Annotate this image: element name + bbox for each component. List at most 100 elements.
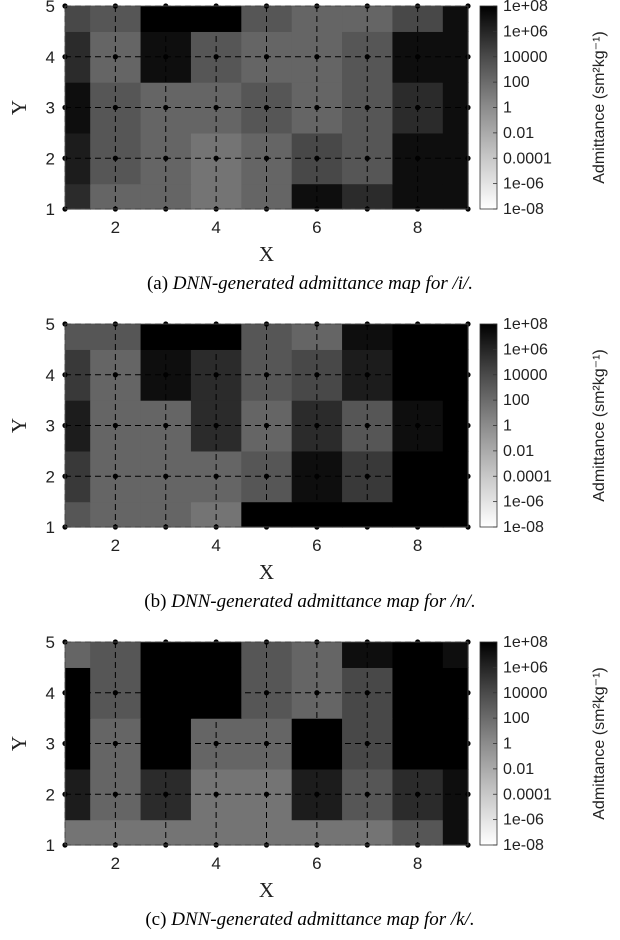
colorbar-tick-label: 10000	[503, 685, 548, 702]
heatmap-cell	[65, 183, 91, 210]
y-ticks: 1 2 3 4 5	[46, 633, 55, 855]
grid-point	[263, 372, 270, 378]
grid-point	[213, 690, 219, 696]
x-axis-label: X	[259, 242, 274, 266]
grid-point	[263, 104, 270, 111]
grid-point	[263, 690, 270, 696]
grid-point	[364, 740, 370, 747]
colorbar-tick-label: 1	[503, 100, 512, 117]
panel-a: 2 4 6 8 1 2 3 4 5 X Y 1e+08 1e+06 10000 100 1 0.01 0.…	[7, 0, 608, 294]
y-tick-label: 3	[46, 735, 55, 754]
heatmap-cell	[65, 6, 91, 32]
grid-point	[415, 155, 421, 161]
colorbar-tick-label: 1e+08	[503, 0, 548, 15]
y-ticks: 1 2 3 4 5	[46, 0, 55, 219]
grid-point	[213, 372, 219, 378]
heatmap-cell	[65, 501, 91, 528]
grid-point	[163, 791, 169, 797]
colorbar-tick-label: 1	[503, 418, 512, 435]
heatmap-plot	[62, 321, 471, 530]
y-tick-label: 4	[46, 366, 55, 385]
colorbar-tick-label: 1e-08	[503, 837, 544, 854]
grid-point	[263, 54, 270, 60]
y-tick-label: 1	[46, 200, 55, 219]
heatmap-cell	[65, 324, 91, 350]
y-tick-label: 1	[46, 836, 55, 855]
x-tick-label: 2	[111, 218, 120, 237]
grid-point	[415, 104, 421, 111]
grid-point	[213, 54, 219, 60]
grid-point	[364, 104, 370, 111]
caption-text: DNN-generated admittance map for /n/.	[170, 591, 476, 612]
colorbar-ticks: 1e+08 1e+06 10000 100 1 0.01 0.0001 1e-06 1e-08	[493, 0, 552, 218]
grid-point	[314, 104, 320, 111]
colorbar-tick-label: 1e-08	[503, 201, 544, 218]
colorbar-tick-label: 0.0001	[503, 468, 552, 485]
grid-point	[263, 473, 270, 479]
colorbar-tick-label: 10000	[503, 367, 548, 384]
colorbar-title: Admittance (sm²kg⁻¹)	[591, 349, 608, 501]
colorbar-tick-label: 1e-06	[503, 494, 544, 511]
colorbar-tick-label: 1e+08	[503, 634, 548, 651]
grid-point	[364, 372, 370, 378]
y-tick-label: 2	[46, 149, 55, 168]
x-axis-label: X	[259, 878, 274, 902]
y-tick-label: 2	[46, 467, 55, 486]
plot-frame	[64, 5, 469, 210]
y-axis-label: Y	[7, 100, 31, 115]
x-ticks: 2 4 6 8	[111, 218, 423, 237]
grid-point	[415, 372, 421, 378]
caption: (b) DNN-generated admittance map for /n/…	[144, 591, 475, 612]
caption-text: DNN-generated admittance map for /i/.	[172, 273, 473, 294]
x-ticks: 2 4 6 8	[111, 854, 423, 873]
y-axis-label: Y	[7, 736, 31, 751]
y-tick-label: 1	[46, 518, 55, 537]
grid-point	[163, 690, 169, 696]
colorbar-ticks: 1e+08 1e+06 10000 100 1 0.01 0.0001 1e-06 1e-08	[493, 634, 552, 854]
heatmap-cell	[65, 642, 91, 668]
grid-point	[163, 473, 169, 479]
grid-point	[112, 104, 118, 111]
colorbar: 1e+081e+061000010010.010.00011e-061e-08 …	[479, 634, 608, 854]
grid-point	[364, 791, 370, 797]
grid-point	[314, 155, 320, 161]
grid-point	[213, 422, 219, 429]
panel-c: 2 4 6 8 1 2 3 4 5 X Y 1e+08 1e+06 10000 100 1 0.01 0.…	[7, 633, 608, 930]
heatmap-cell	[442, 324, 469, 350]
caption-prefix: (a)	[147, 273, 173, 294]
colorbar-tick-label: 1e+06	[503, 341, 548, 358]
x-tick-label: 4	[211, 536, 220, 555]
x-tick-label: 8	[413, 218, 422, 237]
grid-point	[163, 372, 169, 378]
x-tick-label: 2	[111, 854, 120, 873]
colorbar-title: Admittance (sm²kg⁻¹)	[591, 667, 608, 819]
grid-point	[263, 791, 270, 797]
grid-point	[163, 155, 169, 161]
x-axis-label: X	[259, 560, 274, 584]
grid-point	[213, 740, 219, 747]
grid-points	[62, 3, 471, 212]
grid-point	[415, 690, 421, 696]
x-tick-label: 6	[312, 536, 321, 555]
colorbar-tick-label: 1	[503, 736, 512, 753]
colorbar-title: Admittance (sm²kg⁻¹)	[591, 31, 608, 183]
grid-point	[263, 155, 270, 161]
colorbar-tick-label: 0.01	[503, 761, 534, 778]
grid-point	[415, 54, 421, 60]
heatmap-plot	[62, 639, 471, 848]
grid-point	[314, 473, 320, 479]
heatmap-plot	[62, 3, 471, 212]
heatmap-cell	[442, 642, 469, 668]
grid-point	[112, 372, 118, 378]
grid-point	[112, 690, 118, 696]
x-tick-label: 8	[413, 536, 422, 555]
y-tick-label: 5	[46, 315, 55, 334]
grid-point	[314, 690, 320, 696]
colorbar-tick-label: 1e-06	[503, 812, 544, 829]
grid-point	[314, 422, 320, 429]
y-axis-label: Y	[7, 418, 31, 433]
grid-point	[263, 422, 270, 429]
panel-b: 2 4 6 8 1 2 3 4 5 X Y 1e+08 1e+06 10000 100 1 0.01 0.…	[7, 315, 608, 612]
grid-point	[163, 104, 169, 111]
grid-point	[213, 473, 219, 479]
